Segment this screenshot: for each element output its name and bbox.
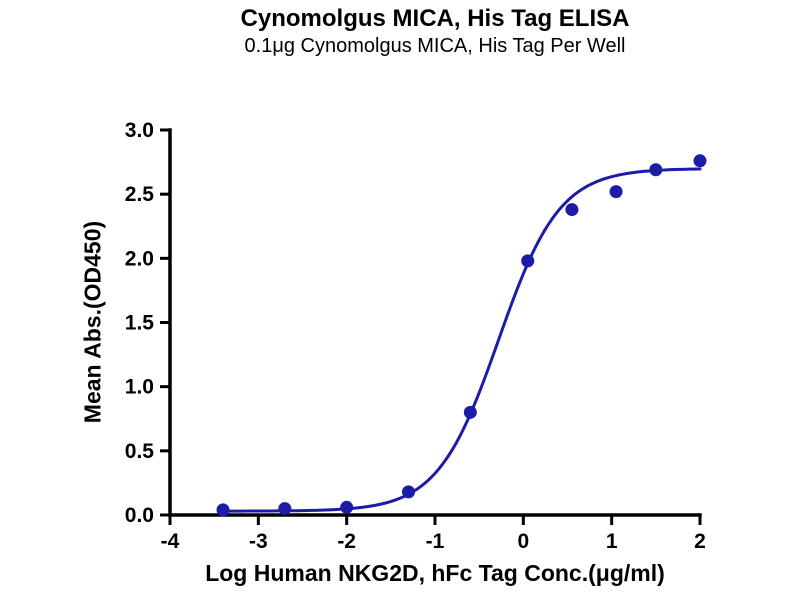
data-point [521, 254, 535, 268]
y-tick-label: 1.0 [125, 376, 154, 399]
fit-curve [221, 167, 702, 513]
data-point [340, 500, 354, 514]
y-tick-label: 0.0 [125, 504, 154, 527]
x-tick-label: 0 [517, 530, 529, 553]
y-tick-label: 1.5 [125, 312, 155, 335]
data-point [463, 405, 477, 419]
chart-subtitle: 0.1μg Cynomolgus MICA, His Tag Per Well [244, 35, 626, 57]
x-tick-label: 1 [606, 530, 618, 553]
y-tick-label: 0.5 [125, 440, 155, 463]
y-tick-label: 2.0 [125, 247, 154, 270]
x-tick-label: -2 [337, 530, 356, 553]
y-tick-label: 2.5 [125, 183, 155, 206]
y-tick-label: 3.0 [125, 119, 154, 142]
x-tick-label: 2 [694, 530, 706, 553]
data-point [565, 203, 579, 217]
data-point [216, 503, 230, 517]
x-axis-title: Log Human NKG2D, hFc Tag Conc.(μg/ml) [205, 560, 665, 586]
data-point [278, 502, 292, 516]
chart-title: Cynomolgus MICA, His Tag ELISA [240, 5, 630, 32]
data-point [649, 163, 663, 177]
data-point [402, 485, 415, 499]
x-tick-label: -4 [161, 530, 180, 553]
x-tick-label: -1 [426, 530, 445, 553]
data-point [609, 185, 623, 199]
data-point [693, 154, 707, 168]
x-tick-label: -3 [249, 530, 268, 553]
